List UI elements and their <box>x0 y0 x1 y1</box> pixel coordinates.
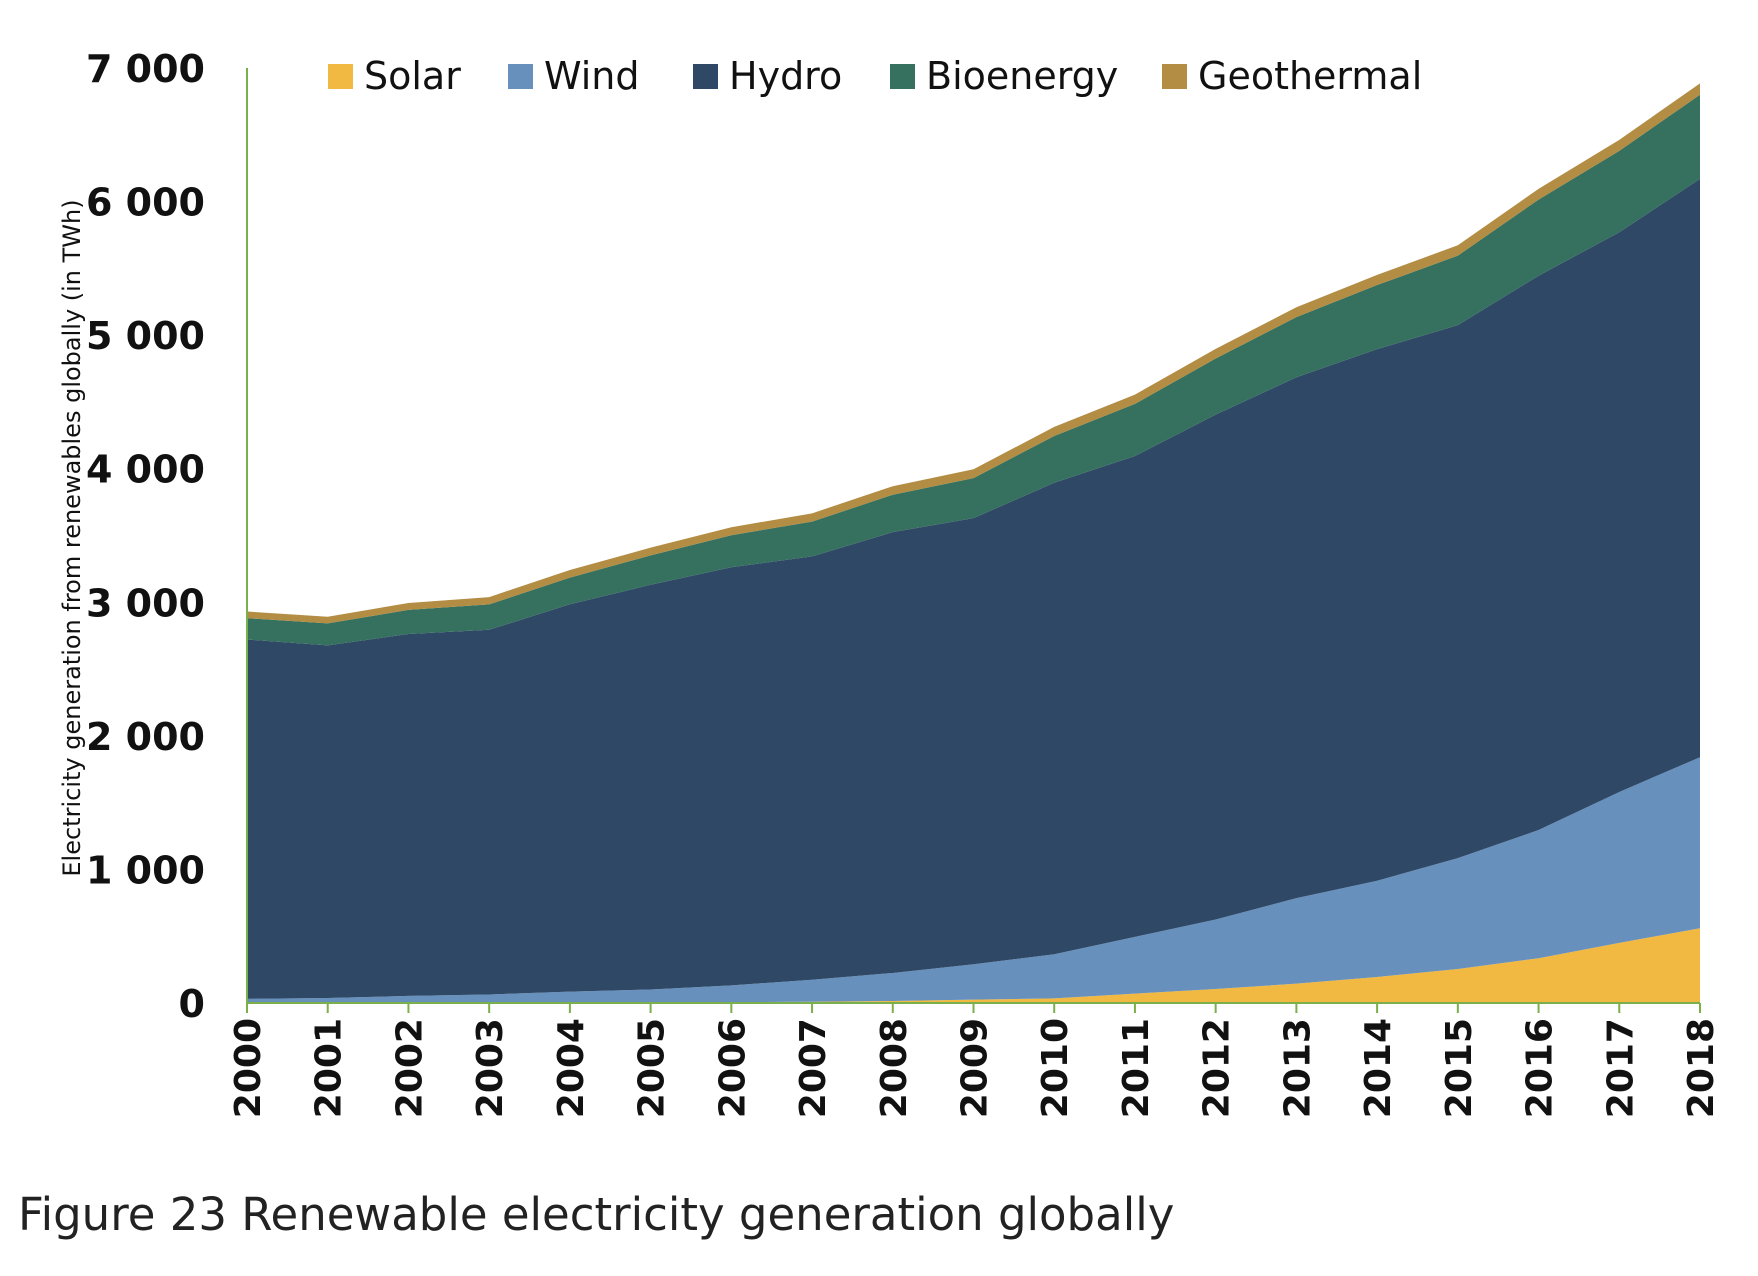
x-tick-label: 2007 <box>793 1018 834 1118</box>
area-hydro <box>247 178 1700 999</box>
x-tick-label: 2001 <box>309 1018 350 1118</box>
y-tick-label: 6 000 <box>86 181 205 225</box>
x-tick-label: 2018 <box>1681 1018 1722 1118</box>
legend-swatch-solar <box>328 64 353 89</box>
x-tick-label: 2004 <box>551 1018 592 1118</box>
x-tick-label: 2015 <box>1439 1018 1480 1118</box>
chart-areas <box>247 83 1700 1003</box>
legend-label-bioenergy: Bioenergy <box>926 54 1118 98</box>
legend: Solar Wind Hydro Bioenergy Geothermal <box>328 54 1422 98</box>
x-tick-label: 2010 <box>1035 1018 1076 1118</box>
figure-caption: Figure 23 Renewable electricity generati… <box>18 1188 1175 1241</box>
area-solar <box>247 928 1700 1003</box>
legend-swatch-wind <box>508 64 533 89</box>
chart-axes <box>246 68 1701 1013</box>
legend-label-solar: Solar <box>364 54 461 98</box>
y-tick-label: 5 000 <box>86 314 205 358</box>
y-tick-label: 0 <box>179 982 205 1026</box>
x-tick-label: 2012 <box>1197 1018 1238 1118</box>
x-tick-labels: 2000 2001 2002 2003 2004 2005 2006 2007 2008 2009… <box>228 1018 1722 1118</box>
y-tick-labels: 0 1 000 2 000 3 000 4 000 5 000 6 000 7 000 <box>86 47 205 1026</box>
x-tick-label: 2017 <box>1600 1018 1641 1118</box>
x-tick-label: 2003 <box>470 1018 511 1118</box>
x-tick-label: 2002 <box>389 1018 430 1118</box>
y-tick-label: 3 000 <box>86 581 205 625</box>
legend-label-geothermal: Geothermal <box>1198 54 1422 98</box>
area-wind <box>247 757 1700 1003</box>
legend-label-wind: Wind <box>544 54 640 98</box>
legend-swatch-geothermal <box>1162 64 1187 89</box>
x-tick-label: 2006 <box>712 1018 753 1118</box>
x-tick-label: 2009 <box>955 1018 996 1118</box>
y-tick-label: 2 000 <box>86 715 205 759</box>
x-tick-label: 2013 <box>1277 1018 1318 1118</box>
x-tick-label: 2011 <box>1116 1018 1157 1118</box>
y-axis-label: Electricity generation from renewables g… <box>58 199 86 876</box>
legend-swatch-hydro <box>693 64 718 89</box>
legend-label-hydro: Hydro <box>729 54 842 98</box>
x-tick-label: 2005 <box>632 1018 673 1118</box>
y-tick-label: 4 000 <box>86 448 205 492</box>
x-tick-label: 2008 <box>874 1018 915 1118</box>
y-tick-label: 7 000 <box>86 47 205 91</box>
x-tick-label: 2014 <box>1358 1018 1399 1118</box>
x-tick-label: 2016 <box>1520 1018 1561 1118</box>
legend-swatch-bioenergy <box>890 64 915 89</box>
x-tick-label: 2000 <box>228 1018 269 1118</box>
y-tick-label: 1 000 <box>86 848 205 892</box>
